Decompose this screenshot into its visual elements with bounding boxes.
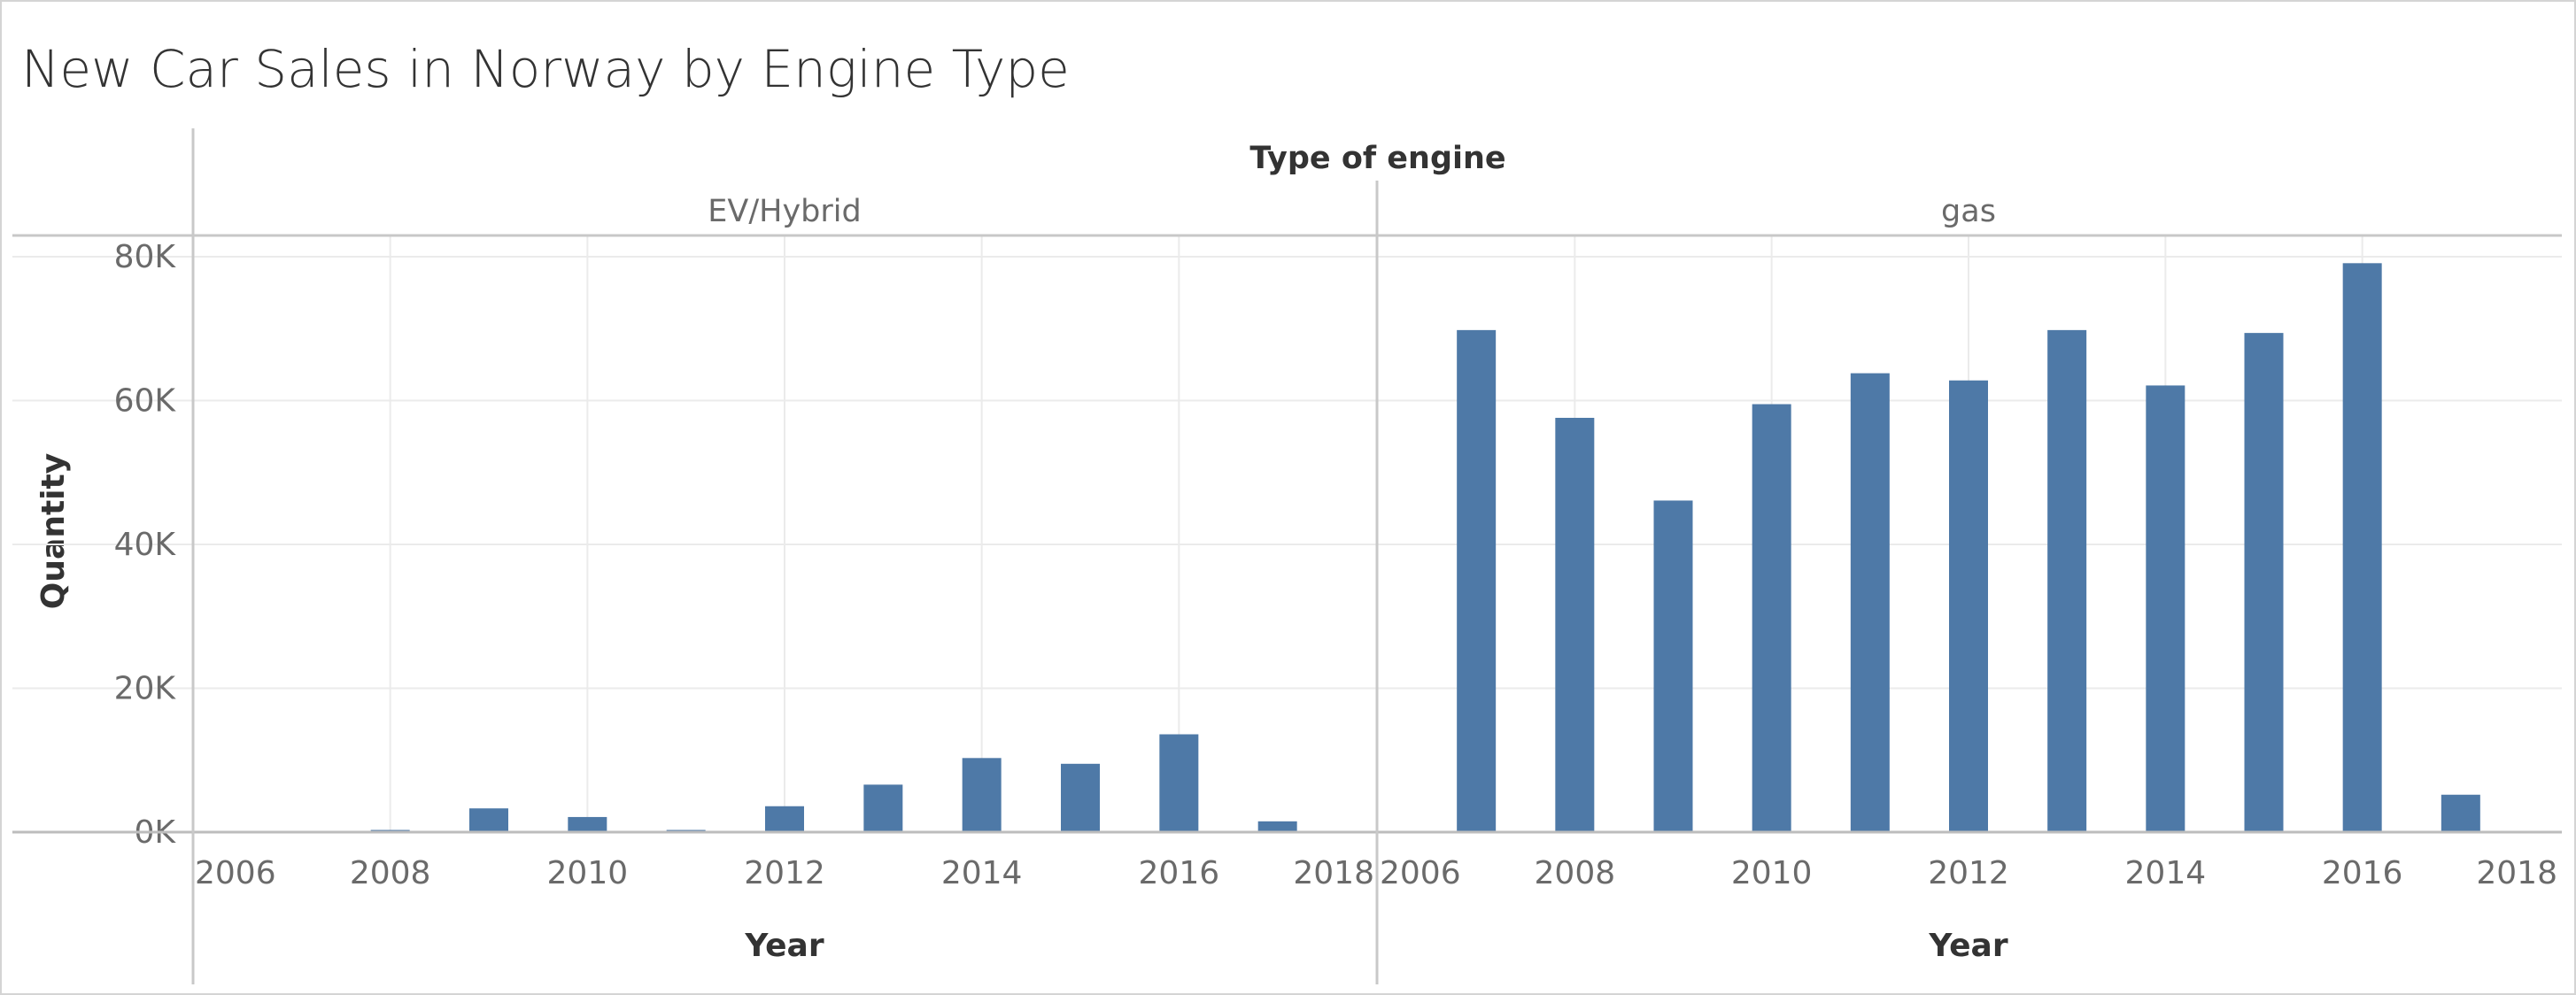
x-tick-label: 2006 [195,855,276,891]
x-tick-label: 2012 [744,855,825,891]
bar [765,806,804,832]
panel-label: EV/Hybrid [708,194,861,229]
x-axis-title: Year [744,928,824,964]
column-header: Type of engine [1249,141,1505,176]
x-tick-label: 2006 [1380,855,1461,891]
x-tick-label: 2008 [350,855,431,891]
y-tick-label: 60K [114,383,177,420]
bar [1850,373,1890,832]
x-tick-label: 2016 [1139,855,1220,891]
x-tick-label: 2018 [2476,855,2557,891]
x-tick-label: 2018 [1293,855,1374,891]
bar [1159,734,1199,832]
bar [1949,380,1988,832]
bar [1457,329,1497,832]
bar [1653,500,1693,832]
bar [2244,333,2284,832]
x-tick-label: 2014 [2125,855,2207,891]
bar [1257,821,1297,832]
x-axis-title: Year [1928,928,2007,964]
bar [1752,404,1791,832]
bar [2146,385,2185,832]
bar [1555,418,1595,832]
bar [1061,763,1100,832]
y-tick-label: 80K [114,239,177,275]
bars [370,263,2480,832]
x-tick-label: 2012 [1928,855,2009,891]
bar [962,758,1002,832]
chart-title: New Car Sales in Norway by Engine Type [21,39,1070,99]
x-tick-label: 2016 [2322,855,2403,891]
panel-label: gas [1941,194,1996,229]
y-axis-title: Quantity [35,453,72,609]
y-tick-label: 40K [114,527,177,563]
bar [2342,263,2382,832]
bar [863,784,903,832]
bar [2047,329,2087,832]
x-tick-label: 2010 [547,855,629,891]
x-tick-label: 2008 [1535,855,1616,891]
x-tick-label: 2010 [1731,855,1813,891]
x-tick-label: 2014 [941,855,1023,891]
y-tick-label: 20K [114,671,177,707]
bar [568,816,607,832]
bar [469,808,508,832]
bar [2441,794,2480,832]
